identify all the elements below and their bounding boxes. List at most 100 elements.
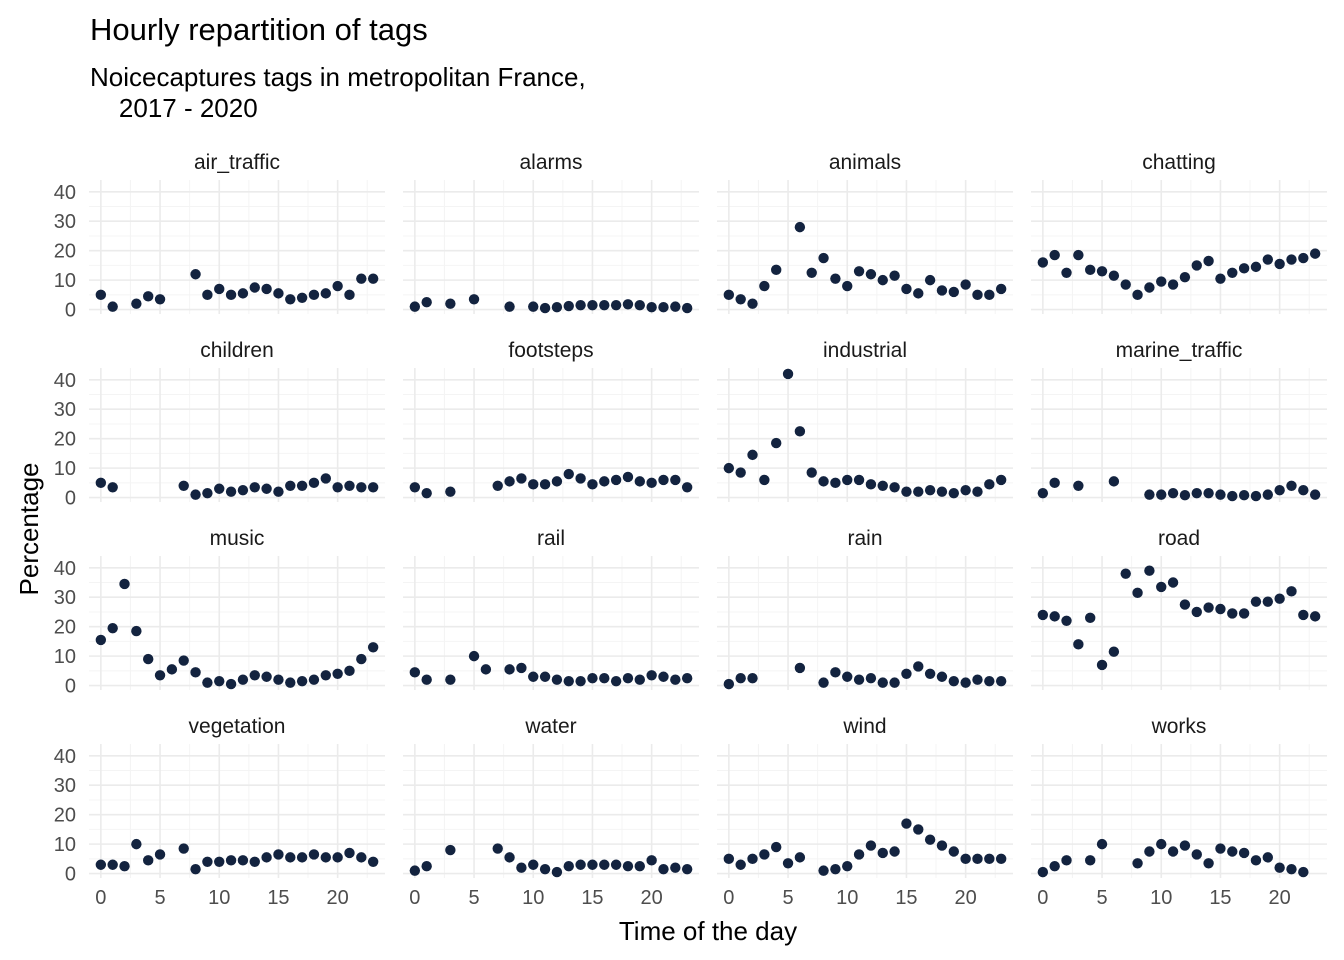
facet-panel-air-traffic: air_traffic 0 10 20 30 40 — [54, 151, 385, 322]
data-point — [936, 840, 948, 851]
data-point — [587, 673, 598, 684]
data-point — [984, 479, 995, 490]
data-point — [516, 662, 527, 674]
data-point — [1085, 612, 1096, 624]
y-tick-label: 10 — [54, 834, 76, 856]
data-point — [190, 863, 201, 875]
data-point — [1085, 264, 1096, 276]
data-point — [1250, 490, 1262, 502]
data-point — [646, 302, 657, 313]
data-point — [1179, 271, 1191, 283]
data-point — [143, 653, 154, 665]
data-point — [1191, 849, 1202, 860]
data-point — [924, 485, 936, 496]
data-point — [225, 678, 237, 690]
data-point — [1298, 252, 1309, 264]
data-point — [747, 298, 758, 309]
data-point — [853, 266, 865, 277]
data-point — [1298, 485, 1309, 496]
data-point — [285, 480, 296, 492]
data-point — [480, 664, 492, 675]
data-point — [1262, 596, 1274, 607]
data-point — [575, 473, 586, 484]
data-point — [1037, 257, 1049, 268]
data-point — [972, 853, 983, 865]
data-point — [107, 301, 118, 312]
data-point — [575, 299, 586, 311]
data-point — [409, 482, 421, 493]
x-tick-label: 15 — [267, 887, 289, 909]
facet-label: rail — [537, 527, 565, 550]
y-tick-label: 10 — [54, 270, 76, 292]
data-point — [296, 852, 308, 863]
facet-panel-alarms: alarms — [403, 151, 699, 314]
data-point — [421, 487, 432, 499]
facet-panel-vegetation: vegetation 0 10 20 30 40 0 5 10 15 20 — [54, 715, 385, 909]
data-point — [528, 479, 539, 490]
facet-panel-chatting: chatting — [1031, 151, 1327, 314]
data-point — [913, 661, 924, 672]
data-point — [95, 859, 107, 870]
data-point — [853, 674, 865, 685]
y-tick-label: 0 — [65, 676, 76, 698]
data-point — [285, 852, 296, 863]
data-point — [936, 285, 948, 296]
data-point — [1167, 846, 1179, 857]
data-point — [367, 856, 379, 868]
data-point — [984, 289, 995, 301]
data-point — [622, 673, 634, 684]
facet-panel-works: works 0 5 10 15 20 — [1031, 715, 1327, 909]
data-point — [865, 269, 877, 280]
data-point — [563, 861, 574, 872]
data-point — [225, 855, 237, 866]
data-point — [735, 859, 746, 870]
data-point — [367, 482, 379, 493]
data-point — [356, 852, 367, 863]
data-point — [1203, 487, 1214, 499]
data-point — [747, 673, 758, 684]
data-point — [877, 677, 888, 688]
data-point — [936, 671, 948, 682]
y-tick-label: 30 — [54, 211, 76, 233]
data-point — [681, 302, 693, 314]
data-point — [1037, 487, 1049, 499]
data-point — [356, 653, 367, 665]
data-point — [516, 473, 527, 484]
data-point — [599, 859, 610, 870]
data-point — [214, 283, 225, 295]
data-point — [842, 280, 853, 292]
data-point — [214, 675, 225, 687]
data-point — [1108, 646, 1120, 657]
data-point — [285, 677, 296, 688]
facet-panel-wind: wind 0 5 10 15 20 — [717, 715, 1013, 909]
x-axis-title: Time of the day — [619, 916, 797, 946]
data-point — [995, 853, 1007, 865]
data-point — [409, 301, 421, 312]
data-point — [528, 301, 539, 312]
data-point — [1096, 838, 1108, 850]
data-point — [1203, 858, 1214, 869]
data-point — [332, 852, 343, 863]
data-point — [842, 861, 853, 872]
data-point — [830, 273, 841, 284]
data-point — [972, 674, 983, 685]
data-point — [539, 302, 551, 314]
data-point — [1179, 490, 1191, 501]
data-point — [154, 670, 166, 681]
data-point — [1156, 581, 1167, 593]
x-tick-label: 5 — [154, 887, 165, 909]
data-point — [587, 479, 598, 490]
data-point — [1274, 258, 1285, 270]
data-point — [131, 838, 142, 850]
data-point — [599, 673, 610, 684]
data-point — [1156, 276, 1167, 287]
data-point — [237, 485, 249, 496]
x-tick-label: 20 — [641, 887, 663, 909]
facet-panel-rain: rain — [717, 527, 1013, 690]
y-axis-title: Percentage — [14, 463, 44, 596]
data-point — [782, 368, 794, 380]
x-tick-label: 0 — [95, 887, 106, 909]
data-point — [1132, 858, 1143, 869]
data-point — [344, 480, 355, 492]
data-point — [972, 486, 983, 497]
